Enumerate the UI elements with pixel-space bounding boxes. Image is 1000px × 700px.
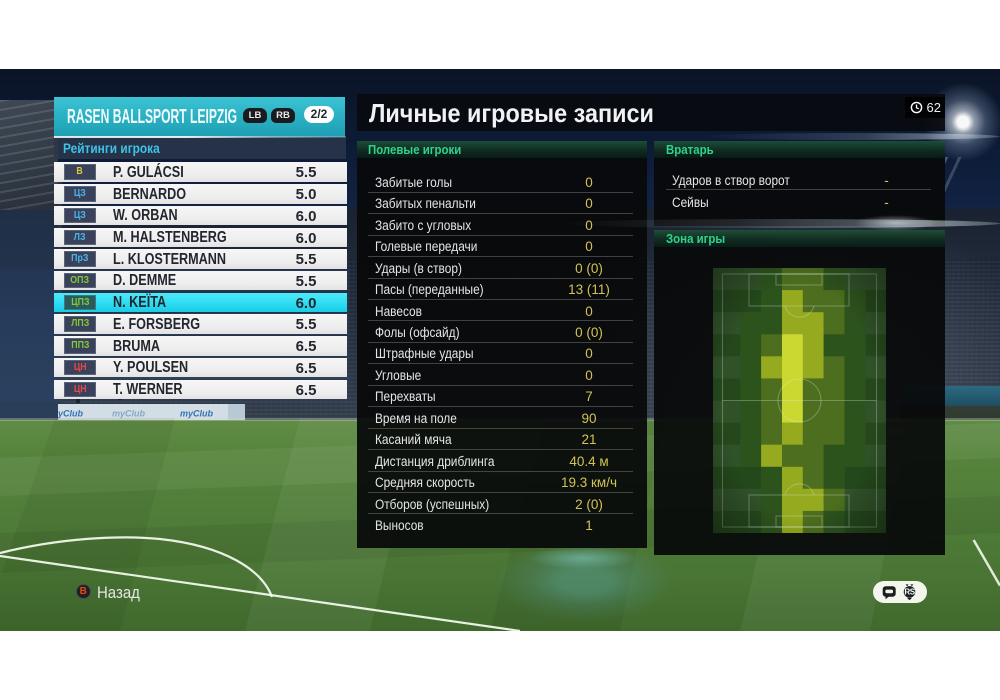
svg-text:myClub: myClub	[180, 409, 214, 419]
svg-text:myClub: myClub	[112, 409, 146, 419]
svg-text:myClub: myClub	[50, 409, 84, 419]
svg-text:RS: RS	[904, 587, 915, 596]
